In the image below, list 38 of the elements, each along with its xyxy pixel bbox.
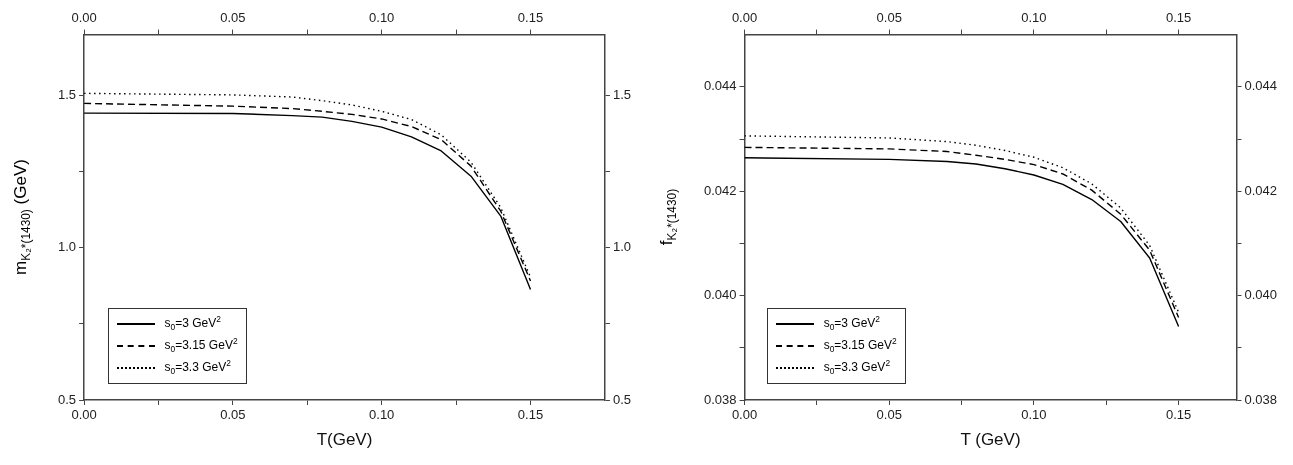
y-tick-label: 0.5 — [57, 391, 77, 407]
y2-tick-label: 0.5 — [612, 391, 632, 407]
legend-label: s$_{0}$=3 GeV$^{2}$ — [823, 314, 881, 333]
legend-label: s$_{0}$=3.3 GeV$^{2}$ — [823, 358, 891, 377]
x2-tick-label: 0.15 — [1165, 10, 1192, 26]
x-tick-label: 0.10 — [369, 407, 395, 423]
legend-label: s$_{0}$=3.15 GeV$^{2}$ — [823, 336, 897, 355]
legend-label: s$_{0}$=3 GeV$^{2}$ — [164, 314, 221, 333]
x2-tick-label: 0.10 — [369, 10, 395, 26]
x2-tick-label: 0.15 — [517, 10, 544, 26]
legend-label: s$_{0}$=3.15 GeV$^{2}$ — [164, 336, 238, 355]
y2-tick-label: 1.5 — [612, 87, 632, 103]
x2-tick-label: 0.05 — [220, 10, 246, 26]
x-axis-title: T (GeV) — [960, 430, 1021, 450]
y-tick-label: 0.038 — [703, 391, 737, 407]
x-tick-label: 0.10 — [1021, 407, 1047, 423]
y2-tick-label: 0.042 — [1244, 182, 1278, 198]
y2-tick-label: 1.0 — [612, 239, 632, 255]
x2-tick-label: 0.05 — [876, 10, 902, 26]
x-tick-label: 0.15 — [517, 407, 544, 423]
x-tick-label: 0.00 — [71, 407, 97, 423]
x-axis-title: T(GeV) — [316, 430, 373, 450]
y2-tick-label: 0.038 — [1244, 391, 1278, 407]
x2-tick-label: 0.00 — [71, 10, 97, 26]
y-tick-label: 1.0 — [57, 239, 77, 255]
x-tick-label: 0.00 — [731, 407, 758, 423]
y2-tick-label: 0.044 — [1244, 78, 1278, 94]
legend-label: s$_{0}$=3.3 GeV$^{2}$ — [164, 358, 231, 377]
y-tick-label: 0.042 — [703, 182, 737, 198]
y-tick-label: 1.5 — [57, 87, 77, 103]
x-tick-label: 0.05 — [220, 407, 246, 423]
x-tick-label: 0.05 — [876, 407, 902, 423]
y2-tick-label: 0.040 — [1244, 287, 1278, 303]
y-tick-label: 0.040 — [703, 287, 737, 303]
x2-tick-label: 0.10 — [1021, 10, 1047, 26]
x-tick-label: 0.15 — [1165, 407, 1192, 423]
y-tick-label: 0.044 — [703, 78, 737, 94]
x2-tick-label: 0.00 — [731, 10, 758, 26]
